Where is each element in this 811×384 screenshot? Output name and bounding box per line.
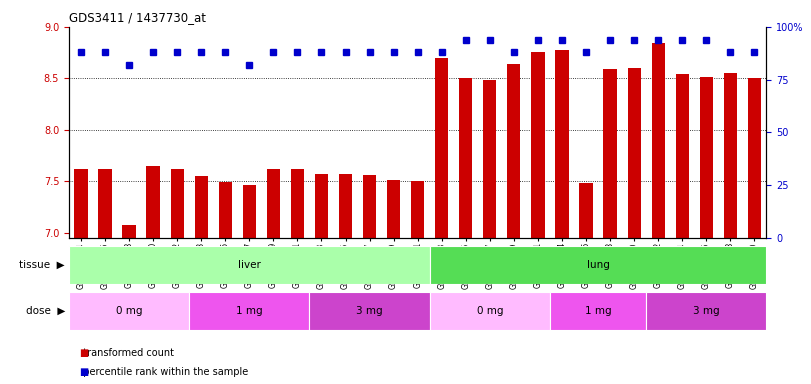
Bar	[242, 184, 256, 238]
Text: tissue  ▶: tissue ▶	[19, 260, 65, 270]
Bar	[195, 176, 208, 238]
Bar	[676, 74, 689, 238]
Text: ■: ■	[79, 348, 88, 358]
Bar	[435, 58, 448, 238]
Bar	[700, 77, 713, 238]
Text: 0 mg: 0 mg	[477, 306, 503, 316]
Text: 3 mg: 3 mg	[693, 306, 719, 316]
Bar	[579, 184, 593, 238]
Bar	[628, 68, 641, 238]
Text: 1 mg: 1 mg	[585, 306, 611, 316]
Bar	[411, 181, 424, 238]
Bar	[98, 169, 112, 238]
Bar	[387, 180, 401, 238]
Bar	[189, 292, 310, 330]
Bar	[459, 78, 472, 238]
Bar	[550, 292, 646, 330]
Text: 3 mg: 3 mg	[356, 306, 383, 316]
Bar	[147, 166, 160, 238]
Text: lung: lung	[586, 260, 610, 270]
Bar	[748, 78, 761, 238]
Text: 0 mg: 0 mg	[116, 306, 142, 316]
Text: ■: ■	[79, 367, 88, 377]
Bar	[363, 175, 376, 238]
Text: percentile rank within the sample: percentile rank within the sample	[77, 367, 248, 377]
Text: GDS3411 / 1437730_at: GDS3411 / 1437730_at	[69, 11, 206, 23]
Bar	[122, 225, 135, 238]
Bar	[723, 73, 737, 238]
Bar	[315, 174, 328, 238]
Text: 1 mg: 1 mg	[236, 306, 263, 316]
Bar	[69, 246, 430, 284]
Bar	[291, 169, 304, 238]
Bar	[483, 81, 496, 238]
Text: liver: liver	[238, 260, 261, 270]
Bar	[69, 292, 189, 330]
Bar	[531, 51, 544, 238]
Bar	[310, 292, 430, 330]
Bar	[75, 169, 88, 238]
Bar	[603, 69, 616, 238]
Bar	[507, 64, 521, 238]
Bar	[170, 169, 184, 238]
Bar	[267, 169, 280, 238]
Bar	[430, 246, 766, 284]
Bar	[339, 174, 352, 238]
Text: dose  ▶: dose ▶	[25, 306, 65, 316]
Bar	[219, 182, 232, 238]
Text: transformed count: transformed count	[77, 348, 174, 358]
Bar	[556, 50, 569, 238]
Bar	[651, 43, 665, 238]
Bar	[430, 292, 550, 330]
Bar	[646, 292, 766, 330]
